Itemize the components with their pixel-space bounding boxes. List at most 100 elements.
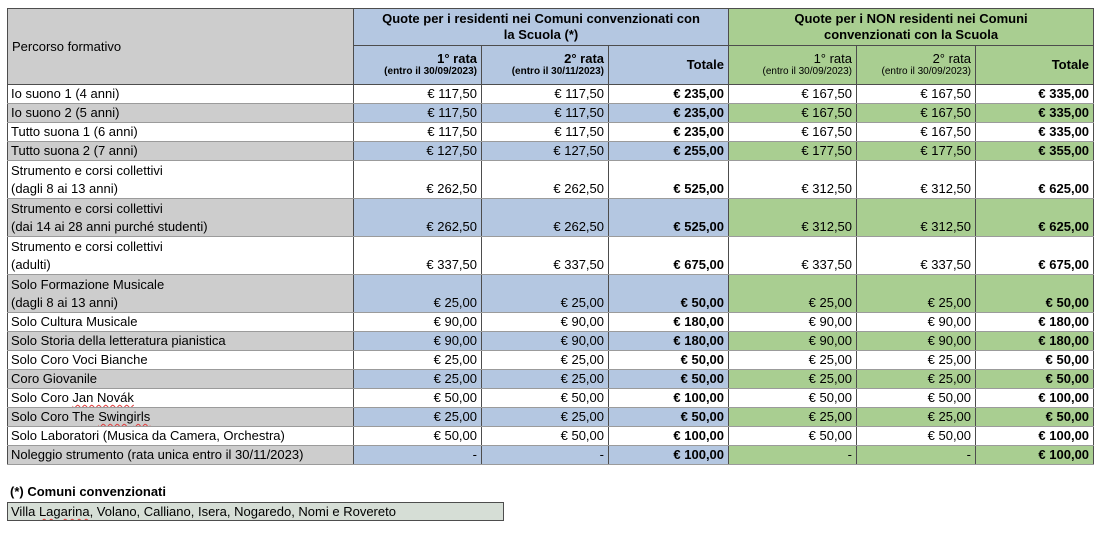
- rate-cell: € 90,00: [728, 312, 858, 332]
- rate-cell: € 167,50: [856, 84, 977, 104]
- rate-cell: € 177,50: [856, 141, 977, 161]
- total-cell: € 255,00: [607, 141, 730, 161]
- total-cell: € 50,00: [607, 369, 730, 389]
- total-cell: € 180,00: [975, 312, 1095, 332]
- total-cell: € 525,00: [607, 198, 730, 237]
- rate-cell: € 127,50: [353, 141, 482, 161]
- rata2-deadline: (entro il 30/09/2023): [881, 66, 972, 77]
- fee-row-2: Io suono 2 (5 anni) € 117,50 € 117,50 € 235…: [7, 103, 1095, 123]
- total-cell: € 180,00: [607, 331, 730, 351]
- group-header-non-residents: Quote per i NON residenti nei Comuni con…: [728, 8, 1095, 46]
- total-cell: € 100,00: [607, 445, 730, 465]
- footnote-heading: (*) Comuni convenzionati: [10, 484, 166, 499]
- fee-row-10: Solo Storia della letteratura pianistica…: [7, 331, 1095, 351]
- rate-cell: € 90,00: [856, 331, 977, 351]
- rata2-label: 2° rata: [932, 51, 972, 66]
- total-cell: € 235,00: [607, 122, 730, 142]
- fee-row-3: Tutto suona 1 (6 anni) € 117,50 € 117,50 € …: [7, 122, 1095, 142]
- total-cell: € 335,00: [975, 84, 1095, 104]
- rata1-deadline: (entro il 30/09/2023): [762, 66, 853, 77]
- fee-row-15: Solo Laboratori (Musica da Camera, Orche…: [7, 426, 1095, 446]
- rate-cell: € 167,50: [856, 122, 977, 142]
- rate-cell: € 50,00: [353, 426, 482, 446]
- total-cell: € 100,00: [607, 388, 730, 408]
- rate-cell: € 312,50: [728, 198, 858, 237]
- rata1-deadline: (entro il 30/09/2023): [384, 66, 477, 77]
- rate-cell: € 262,50: [481, 160, 609, 199]
- row-label: Strumento e corsi collettivi (dagli 8 ai…: [7, 160, 354, 199]
- subheader-residents-rata2: 2° rata (entro il 30/11/2023): [481, 45, 609, 85]
- rate-cell: € 312,50: [856, 160, 977, 199]
- rate-cell: € 262,50: [353, 198, 482, 237]
- row-label: Solo Formazione Musicale (dagli 8 ai 13 …: [7, 274, 354, 313]
- rate-cell: € 167,50: [728, 103, 858, 123]
- rate-cell: € 117,50: [353, 103, 482, 123]
- total-cell: € 525,00: [607, 160, 730, 199]
- rata2-deadline: (entro il 30/11/2023): [511, 66, 604, 77]
- rate-cell: € 50,00: [728, 388, 858, 408]
- total-cell: € 100,00: [607, 426, 730, 446]
- group-header-residents: Quote per i residenti nei Comuni convenz…: [352, 8, 730, 46]
- total-cell: € 675,00: [975, 236, 1095, 275]
- row-label: Solo Cultura Musicale: [7, 312, 354, 332]
- totale-label: Totale: [686, 56, 725, 72]
- total-cell: € 50,00: [975, 407, 1095, 427]
- total-cell: € 335,00: [975, 122, 1095, 142]
- rate-cell: € 25,00: [728, 407, 858, 427]
- fee-row-7: Strumento e corsi collettivi (adulti) € 3…: [7, 236, 1095, 275]
- rate-cell: € 50,00: [481, 388, 609, 408]
- rate-cell: -: [856, 445, 977, 465]
- subheader-non-residents-rata2: 2° rata (entro il 30/09/2023): [856, 45, 977, 85]
- total-cell: € 335,00: [975, 103, 1095, 123]
- rate-cell: € 25,00: [353, 350, 482, 370]
- rate-cell: € 25,00: [856, 407, 977, 427]
- rate-cell: € 337,50: [353, 236, 482, 275]
- total-cell: € 180,00: [607, 312, 730, 332]
- rate-cell: € 167,50: [728, 84, 858, 104]
- rate-cell: € 90,00: [353, 331, 482, 351]
- rate-cell: € 90,00: [481, 331, 609, 351]
- subheader-row: 1° rata (entro il 30/09/2023) 2° rata (e…: [8, 45, 1095, 85]
- fee-row-1: Io suono 1 (4 anni) € 117,50 € 117,50 € 235…: [7, 84, 1095, 104]
- total-cell: € 235,00: [607, 84, 730, 104]
- rate-cell: € 50,00: [856, 388, 977, 408]
- total-cell: € 235,00: [607, 103, 730, 123]
- rate-cell: € 262,50: [481, 198, 609, 237]
- subheader-non-residents-totale: Totale: [975, 45, 1095, 85]
- rate-cell: € 50,00: [481, 426, 609, 446]
- rate-cell: € 262,50: [353, 160, 482, 199]
- fee-table-body: Io suono 1 (4 anni) € 117,50 € 117,50 € 235…: [7, 84, 1095, 465]
- rate-cell: € 90,00: [728, 331, 858, 351]
- rate-cell: € 25,00: [353, 274, 482, 313]
- rate-cell: € 337,50: [728, 236, 858, 275]
- fee-row-11: Solo Coro Voci Bianche € 25,00 € 25,00 € 50…: [7, 350, 1095, 370]
- row-label: Noleggio strumento (rata unica entro il …: [7, 445, 354, 465]
- row-label: Coro Giovanile: [7, 369, 354, 389]
- rate-cell: € 337,50: [856, 236, 977, 275]
- rate-cell: € 127,50: [481, 141, 609, 161]
- row-label: Io suono 1 (4 anni): [7, 84, 354, 104]
- subheader-non-residents-rata1: 1° rata (entro il 30/09/2023): [728, 45, 858, 85]
- rate-cell: € 90,00: [353, 312, 482, 332]
- fee-row-4: Tutto suona 2 (7 anni) € 127,50 € 127,50 € …: [7, 141, 1095, 161]
- rata1-label: 1° rata: [437, 51, 477, 66]
- rate-cell: € 337,50: [481, 236, 609, 275]
- rate-cell: € 25,00: [728, 369, 858, 389]
- rate-cell: € 25,00: [856, 369, 977, 389]
- fee-row-13: Solo Coro Jan Novák € 50,00 € 50,00 € 100,0…: [7, 388, 1095, 408]
- rate-cell: € 25,00: [481, 407, 609, 427]
- rate-cell: € 117,50: [481, 103, 609, 123]
- rate-cell: € 25,00: [481, 369, 609, 389]
- group-header-row: Percorso formativo Quote per i residenti…: [7, 8, 1095, 85]
- rate-cell: € 50,00: [353, 388, 482, 408]
- rate-cell: € 25,00: [481, 350, 609, 370]
- row-label: Solo Coro Voci Bianche: [7, 350, 354, 370]
- total-cell: € 100,00: [975, 388, 1095, 408]
- rate-cell: € 167,50: [728, 122, 858, 142]
- fee-row-9: Solo Cultura Musicale € 90,00 € 90,00 € 180…: [7, 312, 1095, 332]
- row-label: Solo Storia della letteratura pianistica: [7, 331, 354, 351]
- rate-cell: -: [353, 445, 482, 465]
- total-cell: € 675,00: [607, 236, 730, 275]
- rate-cell: € 25,00: [856, 350, 977, 370]
- rate-cell: € 117,50: [353, 122, 482, 142]
